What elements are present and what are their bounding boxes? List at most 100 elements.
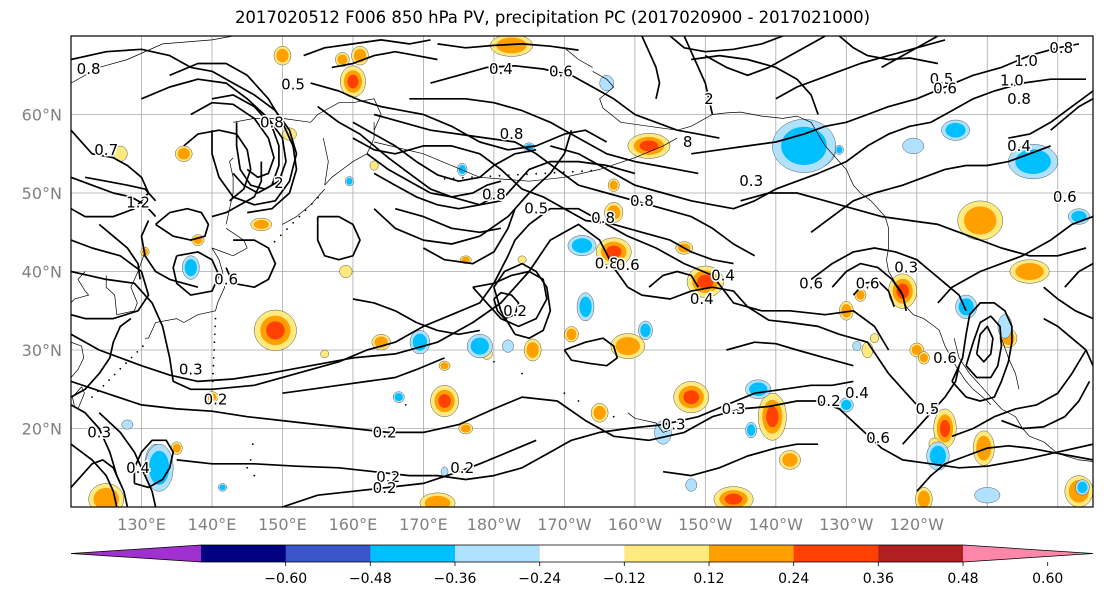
pv-contour-line [437, 43, 579, 51]
lon-tick-label: 170°E [399, 515, 448, 534]
positive-precip-anomaly [724, 493, 743, 505]
coastline [564, 47, 593, 68]
pv-contour-line [563, 337, 619, 367]
pv-contour-line [172, 251, 220, 296]
pv-contour-line [430, 64, 720, 139]
island [292, 221, 295, 224]
pv-contour-line [71, 317, 132, 398]
colorbar-tick-label: 0.60 [1032, 571, 1063, 587]
pv-contour-line [838, 36, 939, 65]
colorbar-segment [201, 545, 287, 562]
pv-contour-line [704, 36, 826, 77]
negative-precip-anomaly [121, 419, 134, 430]
island [213, 341, 216, 344]
contour-label: 0.2 [373, 479, 397, 497]
coastline [938, 330, 992, 406]
lat-tick-label: 60°N [22, 106, 62, 125]
contour-label: 0.4 [711, 266, 735, 284]
positive-precip-anomaly [639, 140, 659, 152]
contour-label: 0.8 [1007, 90, 1031, 108]
positive-precip-anomaly [697, 274, 714, 289]
coastline [324, 122, 375, 186]
colorbar-tick-label: −0.36 [434, 571, 477, 587]
contour-label: 0.5 [930, 70, 954, 88]
negative-precip-anomaly [346, 177, 353, 185]
pv-contour-line [1050, 98, 1093, 131]
island [286, 228, 288, 231]
contour-label: 0.5 [281, 76, 305, 94]
coastline [71, 36, 234, 84]
negative-precip-anomaly [571, 238, 593, 253]
lon-tick-label: 130°E [117, 515, 166, 534]
positive-precip-anomaly [496, 37, 527, 54]
island [279, 234, 282, 237]
contour-label: 0.2 [204, 391, 228, 409]
island [462, 176, 464, 179]
positive-precip-anomaly [919, 353, 928, 363]
pv-contour-line [493, 291, 520, 320]
island [108, 379, 110, 381]
pv-contour-line [98, 412, 157, 507]
island [142, 345, 144, 348]
island [521, 372, 523, 375]
contour-label: 0.8 [630, 192, 654, 210]
negative-precip-anomaly [219, 484, 226, 491]
negative-precip-anomaly [640, 323, 651, 338]
chart-title: 2017020512 F006 850 hPa PV, precipitatio… [234, 8, 871, 27]
positive-precip-anomaly [369, 160, 379, 171]
positive-precip-anomaly [1015, 263, 1044, 280]
pv-contour-line [641, 36, 661, 99]
contour-label: 0.4 [489, 60, 513, 78]
pv-contour-line [141, 78, 287, 190]
island [562, 171, 565, 174]
lat-tick-label: 40°N [22, 263, 62, 282]
island [125, 362, 127, 365]
lon-tick-label: 150°E [258, 515, 307, 534]
positive-precip-anomaly [605, 245, 622, 259]
pv-contour-line [852, 280, 896, 308]
coastline [71, 341, 85, 378]
colorbar-segment [285, 545, 371, 562]
contour-label: 0.6 [856, 274, 880, 292]
contour-label: 0.8 [500, 125, 524, 143]
island [535, 172, 538, 175]
contour-label: 0.6 [866, 429, 890, 447]
negative-precip-anomaly [747, 424, 756, 436]
colorbar-segment [709, 545, 795, 562]
pv-contour-line [493, 207, 890, 351]
coastlines [71, 36, 1093, 477]
lon-tick-label: 160°W [608, 515, 663, 534]
positive-precip-anomaly [964, 206, 997, 235]
pv-contour-line [726, 341, 854, 367]
island [317, 196, 319, 199]
island [443, 178, 446, 180]
pv-contour-line [71, 459, 122, 488]
contour-label: 0.5 [915, 400, 939, 418]
negative-precip-anomaly [836, 146, 843, 154]
pv-contour-line [366, 153, 502, 198]
pv-contour-line [71, 443, 118, 507]
coastline [282, 188, 325, 225]
negative-precip-anomaly [470, 337, 489, 355]
negative-precip-anomaly [394, 393, 403, 402]
contour-label: 0.6 [1053, 188, 1077, 206]
pv-contour-line [71, 239, 150, 320]
pv-contour-line [1064, 262, 1093, 288]
positive-precip-anomaly [593, 406, 606, 420]
pv-contour-line [211, 161, 263, 218]
contour-label: 0.2 [817, 392, 841, 410]
positive-precip-anomaly [320, 349, 330, 359]
positive-precip-anomaly [841, 303, 852, 318]
pv-contour-line [352, 121, 537, 183]
contour-label: 0.3 [739, 172, 763, 190]
positive-precip-anomaly [683, 390, 700, 404]
colorbar: −0.60 −0.48 −0.36 −0.24 −0.12 0.12 0.24 0.36 0.4… [70, 544, 1094, 587]
contour-label: 0.6 [933, 349, 957, 367]
island [553, 171, 556, 174]
colorbar-tick-label: −0.60 [264, 571, 307, 587]
pv-contour-line [916, 444, 1093, 492]
pv-contour-line [176, 380, 854, 481]
positive-precip-anomaly [917, 490, 930, 507]
pv-contour-line [183, 129, 252, 202]
positive-precip-anomaly [460, 424, 471, 433]
